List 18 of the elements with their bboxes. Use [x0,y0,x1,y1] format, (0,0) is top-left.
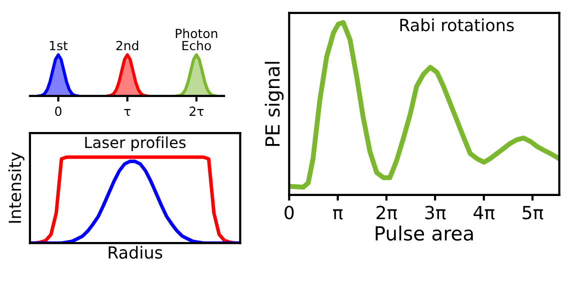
chart-title: Rabi rotations [400,18,514,32]
x-tick-label: 2τ [190,106,204,116]
x-tick-label: 0 [284,206,294,220]
series-label: Photon Echo [176,28,218,50]
y-axis-title: PE signal [264,62,284,146]
x-tick-label: 2π [376,206,398,220]
x-axis-title: Pulse area [376,226,473,241]
x-axis-title: Radius [108,246,162,259]
x-tick-label: 5π [522,206,544,220]
series-label: 1st [50,40,68,50]
series-label: 2nd [116,40,138,50]
y-axis-title: Intensity [8,152,24,223]
chart-title: Laser profiles [85,136,186,152]
x-tick-label: τ [124,108,131,116]
x-tick-label: 0 [55,106,62,116]
x-tick-label: 4π [474,206,495,220]
x-tick-label: π [333,209,343,220]
x-tick-label: 3π [425,206,446,220]
